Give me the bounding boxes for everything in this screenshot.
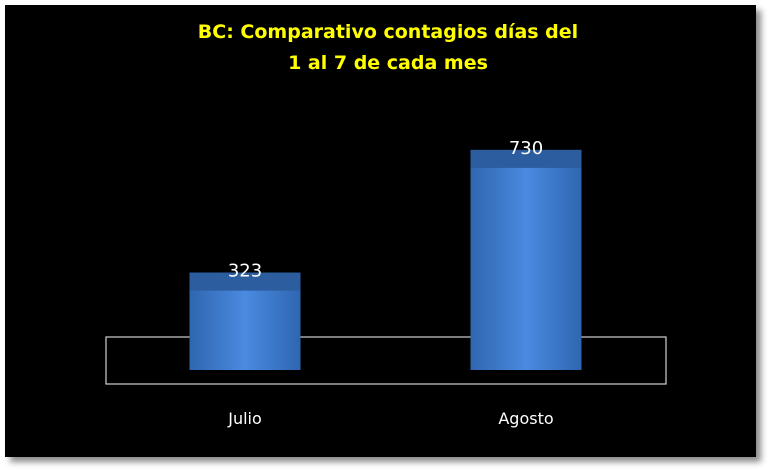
- chart-title: BC: Comparativo contagios días del: [198, 21, 578, 43]
- bar-top-agosto: [470, 149, 582, 168]
- chart-subtitle: 1 al 7 de cada mes: [288, 52, 488, 74]
- bar-agosto: [470, 149, 582, 370]
- category-label-julio: Julio: [227, 409, 262, 428]
- chart-floor: [105, 336, 667, 385]
- data-label-agosto: 730: [509, 138, 543, 159]
- chart-frame: [5, 5, 756, 457]
- category-label-agosto: Agosto: [498, 409, 553, 428]
- bars-group: [189, 149, 582, 370]
- data-label-julio: 323: [228, 261, 262, 282]
- bar-top-julio: [189, 272, 301, 291]
